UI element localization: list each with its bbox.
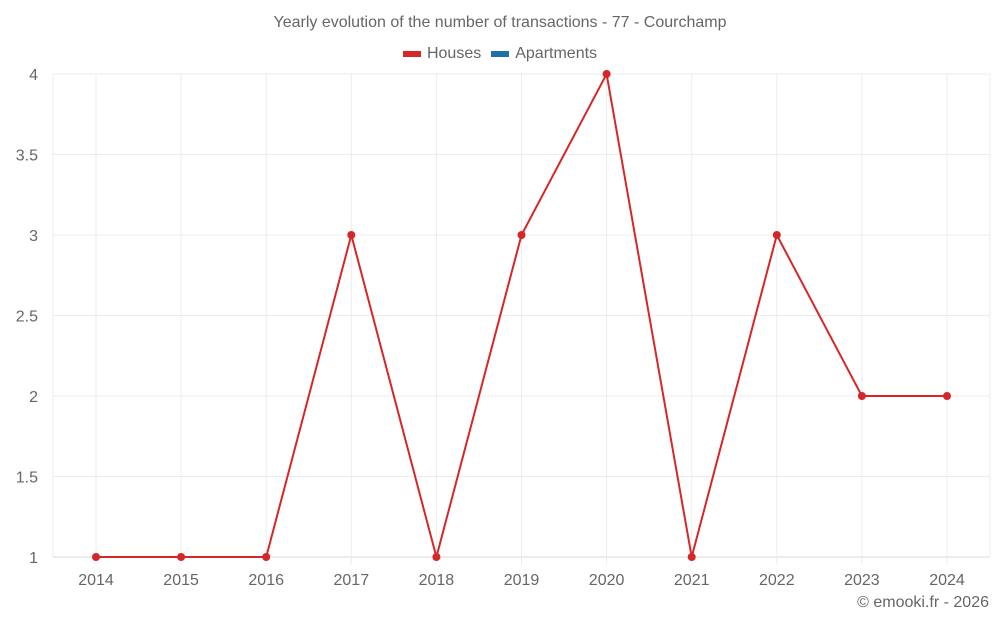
x-tick-label: 2024	[929, 572, 965, 589]
x-tick-label: 2022	[759, 572, 795, 589]
data-point[interactable]	[687, 553, 696, 561]
chart-title: Yearly evolution of the number of transa…	[273, 14, 727, 31]
houses-swatch-icon	[402, 51, 421, 57]
data-point[interactable]	[602, 70, 611, 78]
y-tick-label: 3	[29, 228, 38, 245]
x-tick-label: 2021	[674, 572, 710, 589]
y-tick-label: 4	[29, 67, 38, 84]
y-tick-label: 2	[29, 389, 38, 406]
legend-label-houses: Houses	[426, 45, 482, 62]
data-point[interactable]	[432, 553, 441, 561]
y-tick-label: 1.5	[16, 470, 38, 487]
y-tick-label: 3.5	[16, 148, 38, 165]
x-tick-label: 2019	[504, 572, 540, 589]
data-point[interactable]	[772, 231, 781, 239]
data-point[interactable]	[347, 231, 356, 239]
data-point[interactable]	[177, 553, 186, 561]
data-point[interactable]	[517, 231, 526, 239]
x-tick-label: 2017	[334, 572, 370, 589]
y-tick-label: 1	[29, 550, 38, 567]
x-tick-label: 2023	[844, 572, 880, 589]
data-point[interactable]	[943, 392, 951, 400]
legend-item-houses[interactable]: Houses	[402, 45, 482, 63]
x-tick-label: 2014	[78, 572, 114, 589]
data-point[interactable]	[262, 553, 271, 561]
legend: Houses Apartments	[0, 45, 1000, 63]
y-tick-label: 2.5	[16, 309, 38, 326]
credit-text: © emooki.fr - 2026	[857, 594, 989, 611]
x-tick-label: 2020	[589, 572, 625, 589]
data-point[interactable]	[92, 553, 100, 561]
x-tick-label: 2018	[419, 572, 455, 589]
x-tick-label: 2016	[248, 572, 284, 589]
apartments-swatch-icon	[491, 51, 510, 57]
legend-item-apartments[interactable]: Apartments	[491, 45, 597, 63]
x-tick-label: 2015	[163, 572, 199, 589]
legend-label-apartments: Apartments	[515, 45, 598, 62]
data-point[interactable]	[857, 392, 866, 400]
